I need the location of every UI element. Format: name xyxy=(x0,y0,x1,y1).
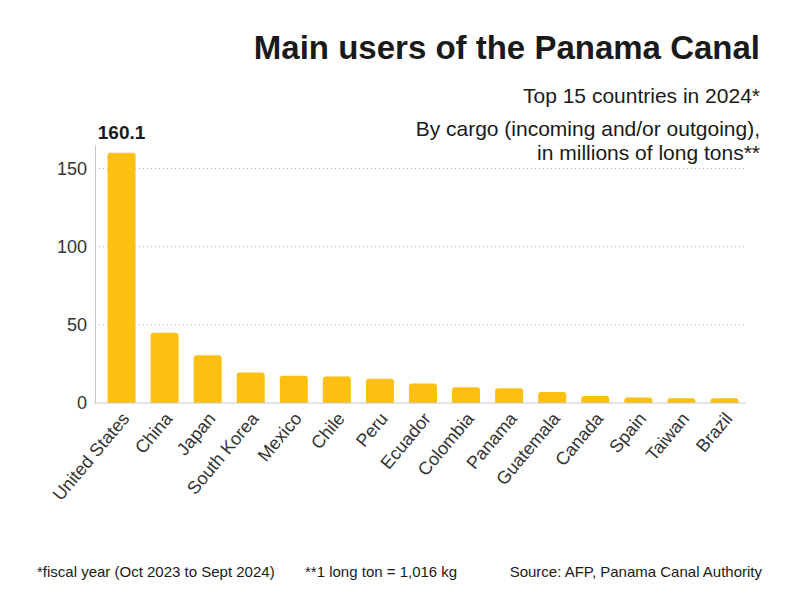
bar xyxy=(194,355,222,403)
bars xyxy=(108,153,739,403)
bar xyxy=(108,153,136,403)
x-tick-label: Mexico xyxy=(254,409,306,466)
x-tick: Taiwan xyxy=(642,403,693,465)
subtitle: By cargo (incoming and/or outgoing), xyxy=(416,117,760,140)
x-axis: United StatesChinaJapanSouth KoreaMexico… xyxy=(49,403,746,504)
x-tick-label: Colombia xyxy=(414,408,479,480)
y-tick-label: 150 xyxy=(57,159,87,179)
grid-line xyxy=(95,168,746,169)
x-tick: Chile xyxy=(307,403,349,453)
subtitle: in millions of long tons** xyxy=(537,141,760,164)
y-tick: 0 xyxy=(77,393,95,413)
x-tick-label: United States xyxy=(49,409,134,505)
x-tick: Canada xyxy=(551,403,607,470)
grid xyxy=(95,168,746,324)
x-tick: Peru xyxy=(352,403,392,451)
x-axis-line xyxy=(95,403,746,404)
subtitle: Top 15 countries in 2024* xyxy=(523,84,760,107)
x-tick-label: Guatemala xyxy=(492,408,565,489)
bar xyxy=(538,392,566,403)
data-label: 160.1 xyxy=(98,122,146,143)
bar xyxy=(710,398,738,403)
title: Main users of the Panama Canal xyxy=(254,29,760,66)
x-tick-label: Peru xyxy=(352,409,392,451)
source: Source: AFP, Panama Canal Authority xyxy=(510,563,763,580)
x-tick: Brazil xyxy=(692,403,736,456)
y-tick: 150 xyxy=(57,159,95,179)
y-tick: 50 xyxy=(67,315,95,335)
x-tick: United States xyxy=(49,403,134,504)
data-labels: 160.1 xyxy=(98,122,146,143)
footnote: *fiscal year (Oct 2023 to Sept 2024) xyxy=(37,563,275,580)
bar xyxy=(237,373,265,403)
bar xyxy=(323,376,351,403)
footnote: **1 long ton = 1,016 kg xyxy=(305,563,457,580)
grid-line xyxy=(95,324,746,325)
x-tick-label: Canada xyxy=(551,408,607,470)
x-tick-label: Brazil xyxy=(692,409,736,456)
x-tick-label: Taiwan xyxy=(642,409,693,465)
bar xyxy=(280,376,308,403)
x-tick: Guatemala xyxy=(492,403,565,489)
y-axis: 0 50 100 150 xyxy=(57,146,96,414)
bar xyxy=(495,388,523,403)
y-tick-label: 0 xyxy=(77,393,87,413)
x-tick-label: South Korea xyxy=(183,408,263,498)
bar xyxy=(452,387,480,403)
x-tick-label: China xyxy=(131,408,177,458)
x-tick-label: Chile xyxy=(307,409,349,453)
bar xyxy=(151,333,179,403)
y-axis-line xyxy=(95,146,96,404)
chart: Main users of the Panama Canal Top 15 cou… xyxy=(0,0,800,593)
grid-line xyxy=(95,246,746,247)
y-tick: 100 xyxy=(57,237,95,257)
x-tick: Colombia xyxy=(414,403,479,480)
bar xyxy=(409,383,437,403)
y-tick-label: 50 xyxy=(67,315,87,335)
x-tick: China xyxy=(131,403,177,458)
bar xyxy=(624,398,652,403)
bar xyxy=(366,379,394,403)
bar xyxy=(581,396,609,403)
bar xyxy=(667,398,695,403)
y-tick-label: 100 xyxy=(57,237,87,257)
x-tick: South Korea xyxy=(183,403,263,498)
x-tick: Mexico xyxy=(254,403,306,465)
